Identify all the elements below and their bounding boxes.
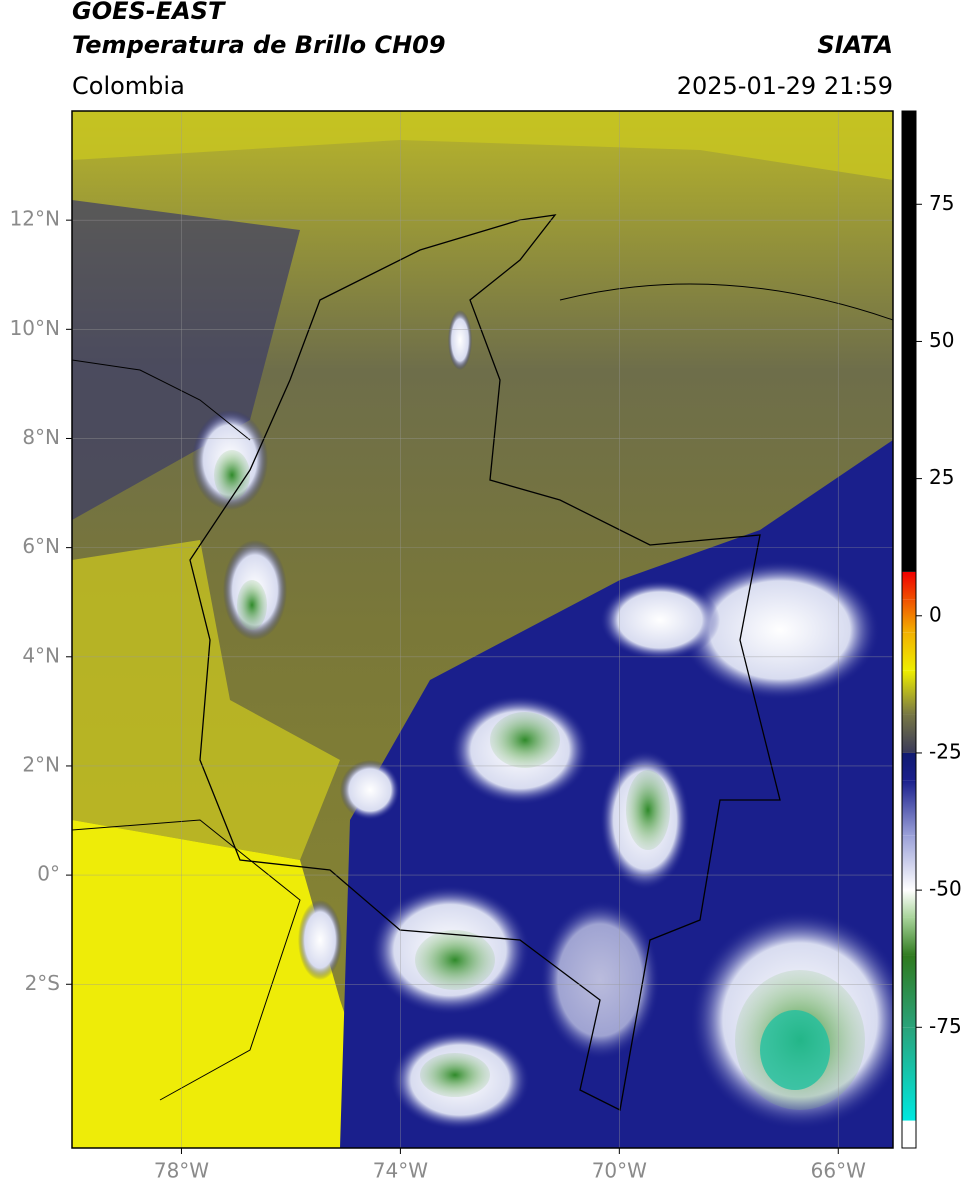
subtitle: Temperatura de Brillo CH09 — [72, 31, 446, 59]
colorbar-segment — [902, 714, 916, 753]
x-tick-label: 66°W — [811, 1159, 866, 1183]
colorbar-tick-label: 50 — [929, 328, 954, 352]
colorbar-segment — [902, 752, 916, 781]
colorbar-segment — [902, 890, 916, 918]
y-tick-label: 0° — [37, 862, 60, 886]
x-tick-label: 74°W — [373, 1159, 428, 1183]
colorbar-segment — [902, 670, 916, 715]
colorbar-segment — [902, 780, 916, 836]
colorbar-segment — [902, 835, 916, 891]
colorbar-tick-label: 75 — [929, 191, 954, 215]
y-tick-label: 6°N — [22, 534, 60, 558]
y-tick-label: 4°N — [22, 643, 60, 667]
colorbar-tick-label: -25 — [929, 739, 962, 763]
title: GOES-EAST — [72, 0, 226, 25]
colorbar-segment — [902, 111, 916, 572]
colorbar-tick-label: -75 — [929, 1014, 962, 1038]
y-tick-label: 8°N — [22, 425, 60, 449]
colorbar-tick-label: 0 — [929, 602, 942, 626]
colorbar-segment — [902, 599, 916, 633]
colorbar-segment — [902, 1120, 916, 1148]
y-tick-label: 2°S — [25, 971, 60, 995]
timestamp: 2025-01-29 21:59 — [677, 72, 893, 100]
satellite-image — [72, 111, 893, 1148]
source: SIATA — [817, 31, 893, 59]
colorbar-segment — [902, 917, 916, 956]
colorbar-segment — [902, 571, 916, 600]
colorbar-tick-label: 25 — [929, 465, 954, 489]
colorbar-segment — [902, 1027, 916, 1121]
y-tick-label: 10°N — [10, 316, 60, 340]
colorbar-segment — [902, 955, 916, 1028]
x-tick-label: 78°W — [154, 1159, 209, 1183]
y-tick-label: 2°N — [22, 752, 60, 776]
region: Colombia — [72, 72, 185, 100]
y-tick-label: 12°N — [10, 207, 60, 231]
colorbar-segment — [902, 632, 916, 671]
map-frame — [71, 110, 894, 1149]
x-tick-label: 70°W — [592, 1159, 647, 1183]
colorbar-frame — [901, 110, 917, 1149]
colorbar-tick-label: -50 — [929, 877, 962, 901]
